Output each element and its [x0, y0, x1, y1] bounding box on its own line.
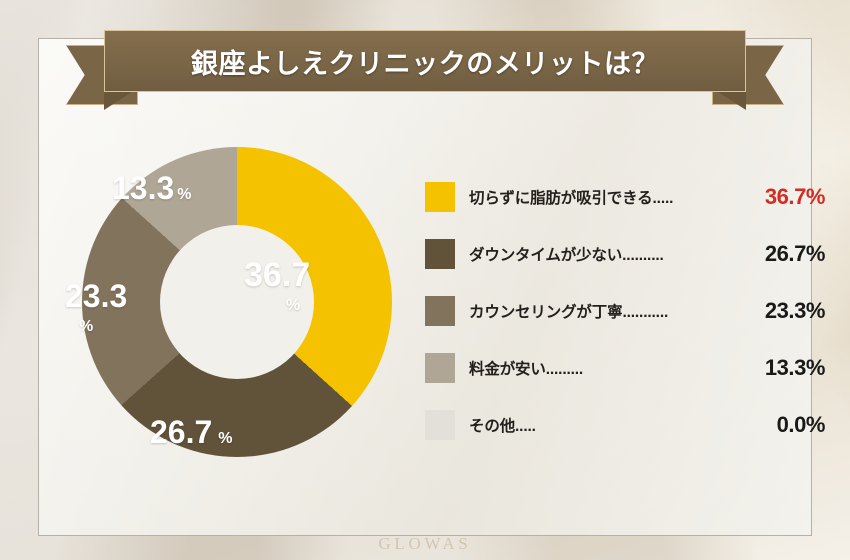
legend-row: その他..... 0.0%: [425, 396, 825, 453]
legend-value-0: 36.7%: [764, 183, 826, 209]
legend-label-1: ダウンタイムが少ない..........: [469, 246, 664, 264]
slice-value-0: 36.7: [244, 256, 311, 294]
banner-plate: 銀座よしえクリニックのメリットは？: [104, 30, 746, 92]
slice-label-2: 23.3%: [65, 280, 127, 335]
legend-row: カウンセリングが丁寧........... 23.3%: [425, 282, 825, 339]
slice-label-0: 36.7%: [244, 258, 310, 314]
chart-legend: 切らずに脂肪が吸引できる..... 36.7% ダウンタイムが少ない........…: [425, 168, 825, 453]
slice-unit-1: %: [218, 430, 233, 447]
donut-hole: [160, 225, 314, 379]
slice-value-2: 23.3: [65, 278, 128, 314]
legend-value-4: 0.0%: [776, 411, 826, 437]
legend-label-3: 料金が安い.........: [469, 360, 584, 378]
legend-swatch-1: [425, 238, 455, 269]
legend-row: ダウンタイムが少ない.......... 26.7%: [425, 225, 825, 282]
legend-swatch-4: [425, 409, 455, 440]
legend-row: 切らずに脂肪が吸引できる..... 36.7%: [425, 168, 825, 225]
watermark: GLOWAS: [378, 534, 472, 553]
slice-label-3: 13.3%: [112, 172, 192, 204]
legend-label-0: 切らずに脂肪が吸引できる.....: [469, 189, 674, 207]
legend-swatch-3: [425, 352, 455, 383]
donut-chart: 36.7% 26.7% 23.3% 13.3%: [65, 140, 412, 480]
legend-label-4: その他.....: [469, 417, 536, 435]
title-banner: 銀座よしえクリニックのメリットは？: [0, 26, 850, 112]
slice-unit-2: %: [79, 318, 94, 335]
legend-value-3: 13.3%: [764, 354, 826, 380]
legend-value-1: 26.7%: [764, 240, 826, 266]
legend-swatch-2: [425, 295, 455, 326]
legend-swatch-0: [425, 181, 455, 212]
slice-label-1: 26.7%: [150, 416, 233, 448]
legend-value-2: 23.3%: [764, 297, 826, 323]
slice-value-1: 26.7: [150, 414, 213, 450]
page-title: 銀座よしえクリニックのメリットは？: [190, 48, 660, 79]
legend-label-2: カウンセリングが丁寧...........: [469, 303, 669, 321]
legend-row: 料金が安い......... 13.3%: [425, 339, 825, 396]
slice-value-3: 13.3: [112, 170, 175, 206]
slice-unit-3: %: [177, 186, 192, 203]
slice-unit-0: %: [285, 297, 301, 314]
